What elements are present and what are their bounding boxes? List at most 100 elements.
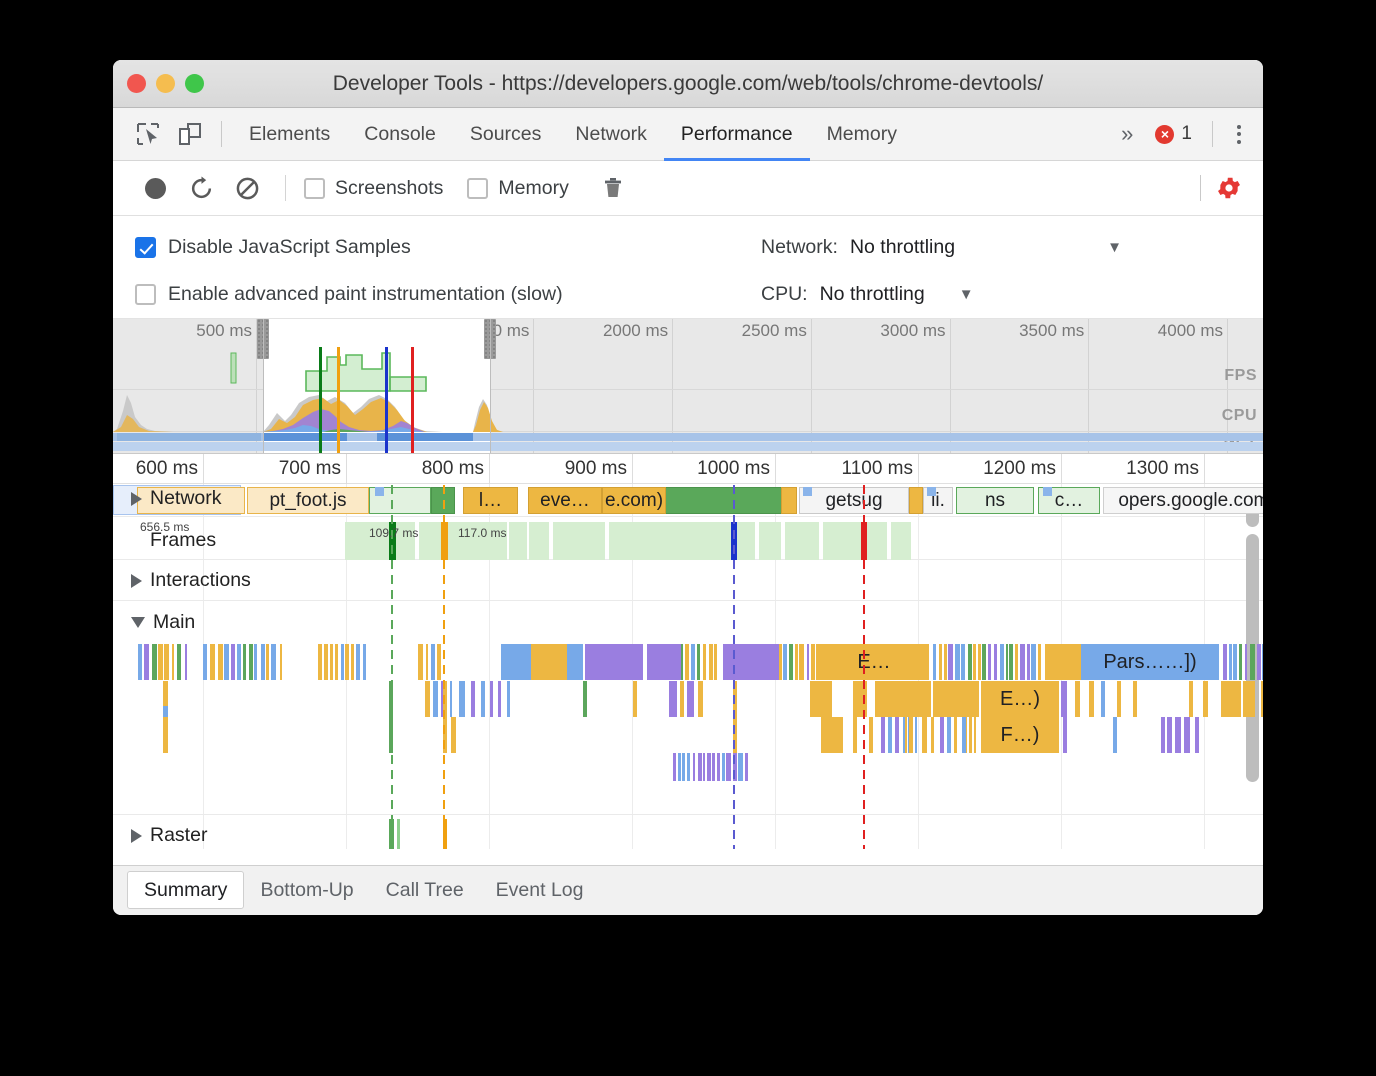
timeline-event-block[interactable]: F…) (981, 717, 1059, 753)
timeline-bar[interactable] (480, 681, 486, 717)
timeline-bar[interactable] (973, 644, 977, 680)
timeline-bar[interactable] (615, 644, 643, 680)
timeline-bar[interactable] (974, 717, 977, 753)
timeline-event-block[interactable]: E…) (981, 681, 1059, 717)
timeline-bar[interactable] (697, 681, 704, 717)
timeline-bar[interactable] (721, 753, 725, 781)
timeline-bar[interactable] (853, 717, 857, 753)
timeline-bar[interactable] (1166, 717, 1173, 753)
timeline-bar[interactable] (1133, 681, 1137, 717)
timeline-bar[interactable] (1061, 681, 1067, 717)
timeline-bar[interactable] (733, 753, 737, 781)
timeline-bar[interactable] (1045, 644, 1081, 680)
timeline-bar[interactable] (714, 644, 718, 680)
close-window-button[interactable] (127, 74, 146, 93)
timeline-bar[interactable] (163, 706, 168, 724)
timeline-event-block[interactable]: getsug (799, 487, 909, 514)
timeline-bar[interactable] (509, 522, 527, 560)
network-chevron-down-icon[interactable]: ▼ (1107, 239, 1122, 256)
chevron-down-icon[interactable] (131, 617, 145, 628)
disable-js-samples-box[interactable] (135, 237, 156, 258)
timeline-bar[interactable] (471, 681, 475, 717)
timeline-bar[interactable] (696, 644, 701, 680)
timeline-bar[interactable] (933, 681, 979, 717)
timeline-bar[interactable] (443, 681, 447, 717)
timeline-bar[interactable] (931, 717, 934, 753)
timeline-bar[interactable] (567, 644, 583, 680)
timeline-bar[interactable] (948, 644, 953, 680)
tab-network[interactable]: Network (558, 108, 664, 161)
disable-js-samples-checkbox[interactable]: Disable JavaScript Samples (135, 224, 755, 271)
timeline-bar[interactable] (944, 644, 947, 680)
timeline-bar[interactable] (1075, 681, 1080, 717)
timeline-bar[interactable] (1161, 717, 1165, 753)
timeline-bar[interactable] (345, 644, 350, 680)
timeline-bar[interactable] (682, 753, 685, 781)
timeline-bar[interactable] (681, 644, 684, 680)
timeline-bar[interactable] (138, 644, 142, 680)
timeline-bar[interactable] (254, 644, 258, 680)
timeline-event-block[interactable]: Pars……]) (1081, 644, 1219, 680)
timeline-bar[interactable] (939, 717, 944, 753)
tab-summary[interactable]: Summary (127, 871, 245, 909)
tab-console[interactable]: Console (347, 108, 453, 161)
timeline-bar[interactable] (999, 644, 1004, 680)
timeline-bar[interactable] (585, 644, 615, 680)
timeline-bar[interactable] (939, 644, 943, 680)
error-badge[interactable]: × 1 (1147, 123, 1200, 145)
timeline-bar[interactable] (163, 681, 168, 717)
timeline-bar[interactable] (1244, 644, 1248, 680)
timeline-bar[interactable] (1038, 644, 1042, 680)
timeline-bar[interactable] (1031, 644, 1036, 680)
timeline-bar[interactable] (498, 681, 501, 717)
timeline-bar[interactable] (231, 644, 236, 680)
clear-button[interactable] (227, 168, 267, 208)
track-header-interactions[interactable]: Interactions (131, 569, 251, 592)
timeline-bar[interactable] (969, 717, 972, 753)
timeline-bar[interactable] (779, 644, 782, 680)
timeline-bar[interactable] (1243, 681, 1255, 717)
timeline-bar[interactable] (490, 681, 493, 717)
timeline-bar[interactable] (1063, 717, 1067, 753)
timeline-bar[interactable] (738, 753, 744, 781)
timeline-bar[interactable] (733, 681, 737, 717)
timeline-bar[interactable] (869, 717, 873, 753)
timeline-bar[interactable] (1101, 681, 1105, 717)
timeline-bar[interactable] (993, 644, 997, 680)
timeline-event-block[interactable]: ns (956, 487, 1034, 514)
timeline-bar[interactable] (785, 522, 819, 560)
tab-bottom-up[interactable]: Bottom-Up (244, 871, 369, 909)
timeline-bar[interactable] (788, 644, 793, 680)
tab-elements[interactable]: Elements (232, 108, 347, 161)
timeline-bar[interactable] (759, 522, 781, 560)
inspect-element-icon[interactable] (127, 113, 169, 155)
timeline-event-block[interactable]: l… (463, 487, 518, 514)
timeline-bar[interactable] (686, 681, 695, 717)
timeline-bar[interactable] (157, 644, 163, 680)
timeline-bar[interactable] (1117, 681, 1121, 717)
track-header-raster[interactable]: Raster (131, 824, 207, 847)
timeline-bar[interactable] (397, 819, 400, 849)
minimize-window-button[interactable] (156, 74, 175, 93)
timeline-bar[interactable] (529, 522, 549, 560)
timeline-bar[interactable] (425, 644, 428, 680)
timeline-bar[interactable] (1009, 644, 1013, 680)
overview-selection-window[interactable] (263, 319, 490, 453)
timeline-bar[interactable] (946, 717, 952, 753)
timeline-bar[interactable] (799, 644, 804, 680)
timeline-bar[interactable] (903, 717, 906, 753)
timeline-bar[interactable] (977, 644, 981, 680)
timeline-bar[interactable] (203, 644, 208, 680)
timeline-bar[interactable] (810, 644, 815, 680)
timeline-event-block[interactable]: eve… (528, 487, 602, 514)
timeline-bar[interactable] (553, 522, 605, 560)
timeline-event-block[interactable]: E… (819, 644, 929, 680)
timeline-bar[interactable] (1043, 487, 1052, 496)
timeline-bar[interactable] (209, 644, 215, 680)
track-header-main[interactable]: Main (131, 611, 195, 634)
timeline-bar[interactable] (647, 644, 681, 680)
tab-event-log[interactable]: Event Log (480, 871, 600, 909)
timeline-bar[interactable] (375, 487, 384, 496)
timeline-bar[interactable] (875, 681, 931, 717)
timeline-bar[interactable] (810, 681, 832, 717)
